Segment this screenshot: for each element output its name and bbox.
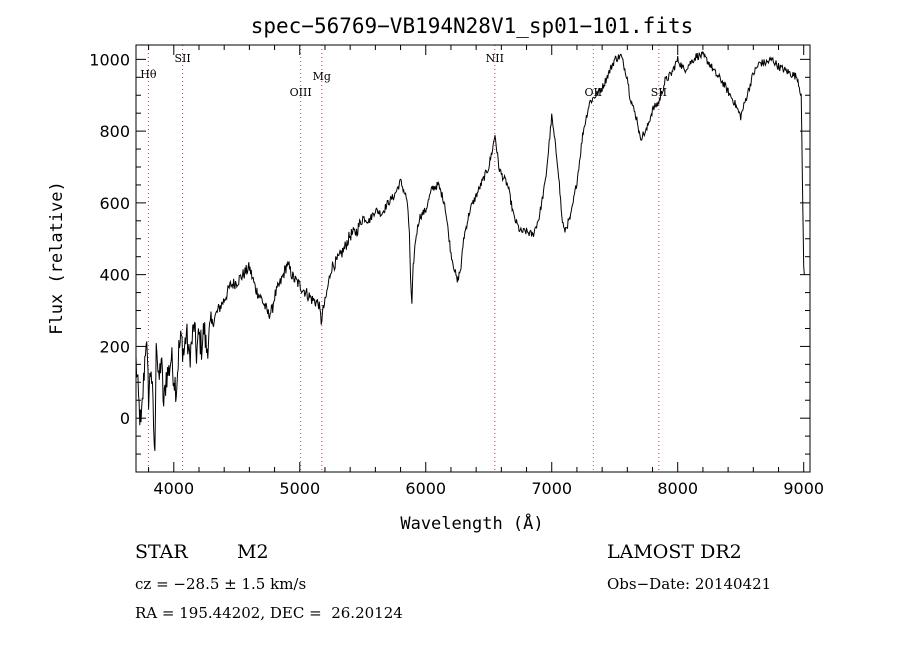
chart-title: spec−56769−VB194N28V1_sp01−101.fits — [251, 14, 694, 38]
object-subclass: M2 — [237, 541, 269, 563]
y-axis-label: Flux (relative) — [47, 181, 67, 335]
marker-label: OIII — [290, 86, 312, 99]
y-tick-label: 200 — [99, 337, 130, 356]
marker-label: SII — [174, 52, 190, 65]
y-tick-label: 0 — [120, 409, 130, 428]
x-tick-label: 8000 — [657, 479, 698, 498]
y-tick-label: 800 — [99, 122, 130, 141]
x-tick-label: 5000 — [279, 479, 320, 498]
x-axis-label: Wavelength (Å) — [400, 512, 543, 534]
y-tick-label: 600 — [99, 194, 130, 213]
object-class: STAR — [135, 541, 188, 563]
axis-ticks: 4000 5000 6000 7000 8000 9000 0 200 400 600 800 100… — [89, 45, 824, 498]
y-tick-label: 1000 — [89, 50, 130, 69]
x-tick-label: 4000 — [153, 479, 194, 498]
survey-name: LAMOST DR2 — [607, 541, 742, 563]
plot-frame — [135, 44, 811, 473]
redshift-velocity: cz = −28.5 ± 1.5 km/s — [135, 575, 307, 593]
marker-label: SII — [651, 86, 667, 99]
x-tick-label: 9000 — [783, 479, 824, 498]
marker-label: Mg — [313, 70, 331, 83]
y-tick-label: 400 — [99, 266, 130, 285]
coordinates: RA = 195.44202, DEC = 26.20124 — [135, 604, 403, 622]
x-tick-label: 7000 — [531, 479, 572, 498]
x-tick-label: 6000 — [405, 479, 446, 498]
spectrum-line — [135, 50, 806, 451]
marker-label: NII — [486, 52, 504, 65]
observation-date: Obs−Date: 20140421 — [607, 575, 772, 593]
marker-label: Hθ — [140, 68, 157, 81]
